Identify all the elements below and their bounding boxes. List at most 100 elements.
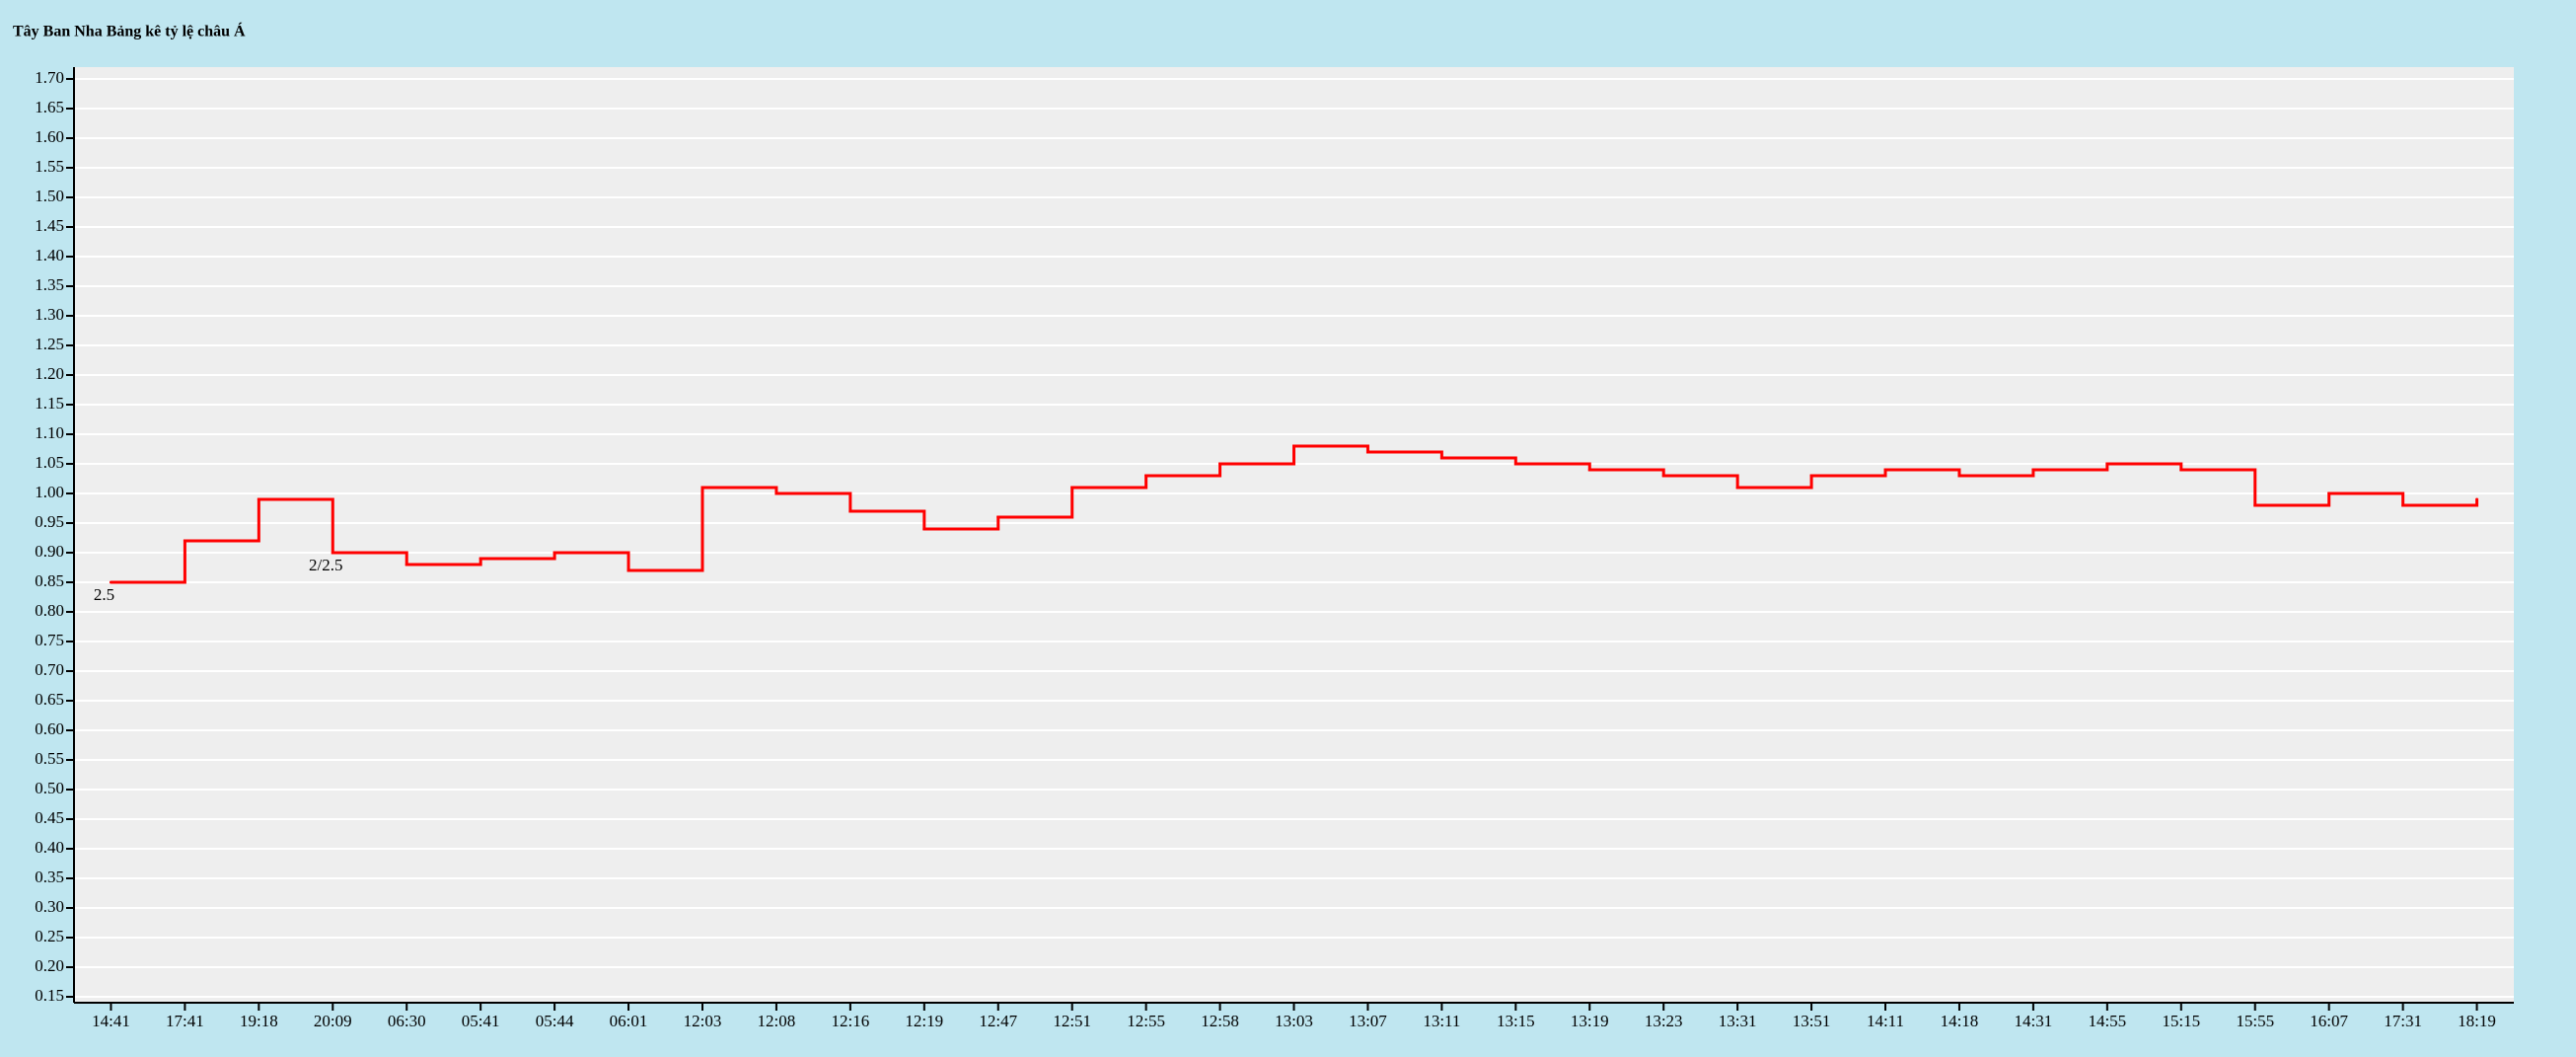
x-tick-label: 12:03 bbox=[684, 1012, 722, 1030]
x-tick-label: 12:16 bbox=[831, 1012, 869, 1030]
x-tick-label: 05:41 bbox=[462, 1012, 500, 1030]
y-tick-label: 0.65 bbox=[35, 690, 64, 709]
x-tick-label: 06:01 bbox=[610, 1012, 648, 1030]
data-point bbox=[2105, 462, 2109, 466]
data-point bbox=[405, 563, 408, 566]
annotation: 2.5 bbox=[94, 585, 114, 604]
data-point bbox=[2179, 468, 2183, 472]
y-tick-label: 0.20 bbox=[35, 956, 64, 975]
y-tick-label: 1.50 bbox=[35, 187, 64, 205]
x-tick-label: 20:09 bbox=[314, 1012, 352, 1030]
x-tick-label: 06:30 bbox=[388, 1012, 426, 1030]
data-point bbox=[848, 509, 852, 513]
y-tick-label: 0.50 bbox=[35, 779, 64, 797]
data-point bbox=[331, 551, 334, 555]
x-tick-label: 13:07 bbox=[1349, 1012, 1387, 1030]
x-tick-label: 14:55 bbox=[2088, 1012, 2126, 1030]
x-tick-label: 12:47 bbox=[979, 1012, 1017, 1030]
x-tick-label: 19:18 bbox=[240, 1012, 278, 1030]
x-tick-label: 14:11 bbox=[1867, 1012, 1904, 1030]
data-point bbox=[1439, 456, 1443, 460]
data-point bbox=[478, 557, 482, 561]
data-point bbox=[626, 568, 630, 572]
x-tick-label: 15:55 bbox=[2236, 1012, 2274, 1030]
y-tick-label: 1.45 bbox=[35, 216, 64, 235]
data-point bbox=[996, 515, 1000, 519]
x-tick-label: 13:19 bbox=[1571, 1012, 1609, 1030]
y-tick-label: 1.30 bbox=[35, 305, 64, 324]
y-tick-label: 0.80 bbox=[35, 601, 64, 620]
y-tick-label: 0.95 bbox=[35, 512, 64, 531]
y-tick-label: 0.30 bbox=[35, 897, 64, 916]
y-tick-label: 0.15 bbox=[35, 986, 64, 1005]
x-tick-label: 14:41 bbox=[92, 1012, 130, 1030]
y-tick-label: 0.70 bbox=[35, 660, 64, 679]
data-point bbox=[109, 580, 112, 584]
x-tick-label: 17:41 bbox=[166, 1012, 204, 1030]
data-point bbox=[1144, 474, 1148, 478]
x-tick-label: 13:03 bbox=[1275, 1012, 1313, 1030]
chart-title: Tây Ban Nha Bảng kê tỷ lệ châu Á bbox=[13, 22, 246, 40]
x-tick-label: 13:15 bbox=[1497, 1012, 1535, 1030]
x-tick-label: 14:18 bbox=[1941, 1012, 1979, 1030]
x-tick-label: 12:08 bbox=[758, 1012, 796, 1030]
x-tick-label: 15:15 bbox=[2162, 1012, 2200, 1030]
plot-area bbox=[74, 67, 2514, 1003]
y-tick-label: 0.35 bbox=[35, 868, 64, 886]
x-tick-label: 05:44 bbox=[536, 1012, 574, 1030]
y-tick-label: 1.15 bbox=[35, 394, 64, 413]
y-tick-label: 1.55 bbox=[35, 157, 64, 176]
annotation: 2/2.5 bbox=[309, 556, 342, 574]
y-tick-label: 0.90 bbox=[35, 542, 64, 561]
y-tick-label: 1.65 bbox=[35, 98, 64, 116]
x-tick-label: 16:07 bbox=[2310, 1012, 2348, 1030]
data-point bbox=[552, 551, 556, 555]
x-tick-label: 12:19 bbox=[905, 1012, 943, 1030]
y-tick-label: 1.25 bbox=[35, 335, 64, 353]
data-point bbox=[2327, 491, 2331, 495]
x-tick-label: 12:55 bbox=[1127, 1012, 1165, 1030]
data-point bbox=[1735, 486, 1739, 490]
x-tick-label: 13:23 bbox=[1645, 1012, 1683, 1030]
x-tick-label: 17:31 bbox=[2384, 1012, 2422, 1030]
y-tick-label: 1.20 bbox=[35, 364, 64, 383]
x-tick-label: 12:58 bbox=[1201, 1012, 1239, 1030]
data-point bbox=[700, 486, 704, 490]
x-tick-label: 13:11 bbox=[1423, 1012, 1460, 1030]
data-point bbox=[2401, 503, 2405, 507]
data-point bbox=[2031, 468, 2035, 472]
data-point bbox=[1587, 468, 1591, 472]
data-point bbox=[1365, 450, 1369, 454]
data-point bbox=[257, 497, 260, 501]
data-point bbox=[1513, 462, 1517, 466]
y-tick-label: 1.10 bbox=[35, 423, 64, 442]
data-point bbox=[1809, 474, 1813, 478]
y-tick-label: 1.35 bbox=[35, 275, 64, 294]
y-tick-label: 1.05 bbox=[35, 453, 64, 472]
y-tick-label: 0.75 bbox=[35, 631, 64, 649]
x-tick-label: 12:51 bbox=[1053, 1012, 1091, 1030]
y-tick-label: 0.45 bbox=[35, 808, 64, 827]
data-point bbox=[1661, 474, 1665, 478]
y-tick-label: 1.00 bbox=[35, 483, 64, 501]
data-point bbox=[1070, 486, 1074, 490]
x-tick-label: 14:31 bbox=[2015, 1012, 2053, 1030]
y-tick-label: 0.60 bbox=[35, 719, 64, 738]
data-point bbox=[1883, 468, 1887, 472]
y-tick-label: 0.25 bbox=[35, 927, 64, 945]
y-tick-label: 0.55 bbox=[35, 749, 64, 768]
x-tick-label: 13:31 bbox=[1719, 1012, 1757, 1030]
data-point bbox=[1218, 462, 1222, 466]
y-tick-label: 1.60 bbox=[35, 127, 64, 146]
data-point bbox=[1957, 474, 1961, 478]
x-tick-label: 13:51 bbox=[1793, 1012, 1831, 1030]
data-point bbox=[183, 539, 186, 543]
y-tick-label: 1.70 bbox=[35, 68, 64, 87]
y-tick-label: 0.85 bbox=[35, 571, 64, 590]
x-tick-label: 18:19 bbox=[2458, 1012, 2496, 1030]
y-tick-label: 0.40 bbox=[35, 838, 64, 857]
data-point bbox=[922, 527, 926, 531]
data-point bbox=[1292, 444, 1295, 448]
